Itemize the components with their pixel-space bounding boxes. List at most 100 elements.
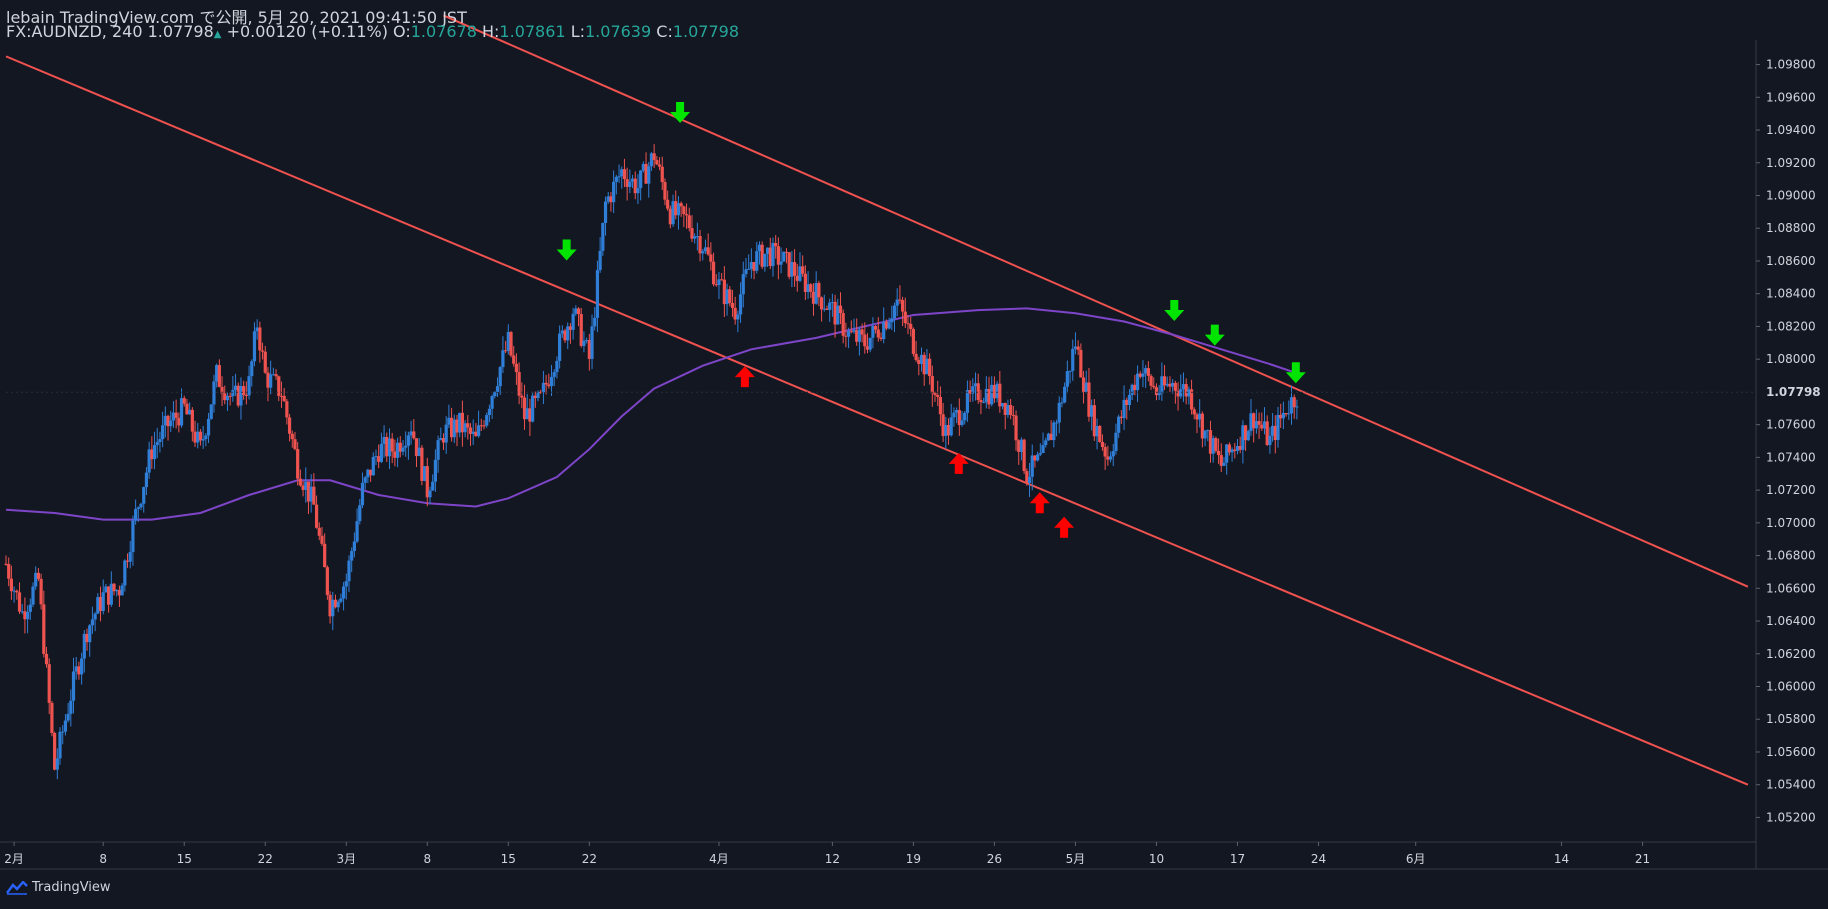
candle-body	[1262, 421, 1267, 429]
candle	[1033, 455, 1037, 468]
candle	[1144, 365, 1148, 388]
candle-body	[282, 395, 286, 402]
candle-body	[1000, 403, 1005, 407]
candle-body	[928, 358, 932, 377]
candle	[982, 397, 986, 404]
candle	[185, 398, 189, 415]
candle	[406, 431, 410, 460]
candle	[830, 293, 834, 317]
candle	[420, 445, 424, 486]
candle-body	[128, 552, 132, 562]
candle-body	[177, 417, 181, 426]
candle-body	[1122, 399, 1126, 419]
candle-body	[179, 398, 184, 426]
candle-body	[1054, 422, 1059, 424]
candle-body	[15, 590, 19, 593]
x-tick-label: 3月	[336, 852, 356, 866]
candle-body	[552, 372, 556, 377]
candle	[36, 567, 41, 582]
candle	[763, 253, 767, 272]
candle-body	[709, 254, 713, 262]
candle	[282, 387, 286, 402]
candle	[976, 373, 980, 404]
candle	[96, 593, 100, 615]
candle-body	[85, 633, 89, 643]
candle-body	[768, 247, 772, 266]
x-tick-label: 6月	[1406, 852, 1426, 866]
candle-body	[933, 393, 937, 396]
candle	[53, 731, 57, 771]
candle	[458, 412, 462, 438]
candle-body	[1184, 384, 1188, 397]
candle	[336, 599, 340, 613]
candle	[703, 239, 708, 254]
candle-body	[371, 456, 375, 476]
candle	[1227, 442, 1231, 456]
candle-body	[741, 274, 745, 295]
candle-body	[74, 666, 78, 672]
candle	[374, 449, 378, 466]
candle	[755, 241, 759, 274]
candle-body	[779, 261, 783, 265]
candle-body	[1181, 384, 1186, 390]
candle-body	[871, 326, 875, 338]
candle-body	[244, 395, 248, 397]
candle	[1230, 447, 1234, 462]
candle-body	[1230, 449, 1234, 453]
candle-body	[655, 160, 659, 165]
candle-body	[838, 305, 843, 314]
candle	[495, 377, 500, 398]
candle	[1084, 370, 1088, 394]
sell-arrow-down-icon	[1204, 324, 1225, 346]
candle-body	[1071, 348, 1075, 371]
candle	[444, 416, 448, 454]
candle	[287, 413, 292, 442]
candle	[598, 237, 602, 273]
candle	[201, 425, 205, 449]
candle	[447, 404, 451, 429]
candle-body	[158, 439, 162, 443]
candle	[82, 629, 86, 673]
candle-body	[414, 438, 419, 457]
candle-body	[134, 508, 138, 521]
candle	[1252, 412, 1256, 443]
candle	[115, 589, 119, 597]
candle	[517, 362, 521, 405]
candle-body	[1006, 405, 1010, 415]
candle-body	[836, 305, 840, 325]
candle-body	[514, 363, 519, 373]
candle-body	[898, 299, 902, 301]
y-tick-label: 1.07200	[1766, 483, 1816, 497]
tradingview-logo-icon	[6, 880, 28, 895]
price-change: +0.00120 (+0.11%)	[226, 22, 388, 41]
candle	[1038, 443, 1042, 457]
candle-body	[549, 376, 554, 387]
candle-body	[625, 179, 629, 187]
candle	[933, 391, 937, 402]
candle-body	[998, 383, 1002, 407]
candle	[531, 391, 535, 423]
candle	[946, 418, 951, 445]
candle-body	[101, 592, 105, 611]
x-tick-label: 10	[1149, 852, 1164, 866]
candle-body	[104, 586, 108, 593]
candle-body	[93, 613, 97, 620]
candle-body	[1222, 462, 1226, 466]
candle-body	[279, 395, 284, 397]
candle	[571, 307, 575, 340]
candle	[71, 657, 76, 714]
candle	[1287, 400, 1291, 420]
y-tick-label: 1.09400	[1766, 123, 1816, 137]
candle-body	[628, 181, 632, 187]
candle-body	[96, 597, 100, 614]
candle-body	[395, 442, 400, 458]
candle	[817, 280, 821, 307]
tradingview-brand[interactable]: TradingView	[6, 880, 111, 895]
x-tick-label: 22	[258, 852, 273, 866]
candle-body	[1198, 413, 1202, 420]
candle	[34, 566, 38, 590]
candle	[1054, 419, 1059, 437]
candle-body	[482, 425, 486, 427]
candle-body	[541, 382, 546, 393]
